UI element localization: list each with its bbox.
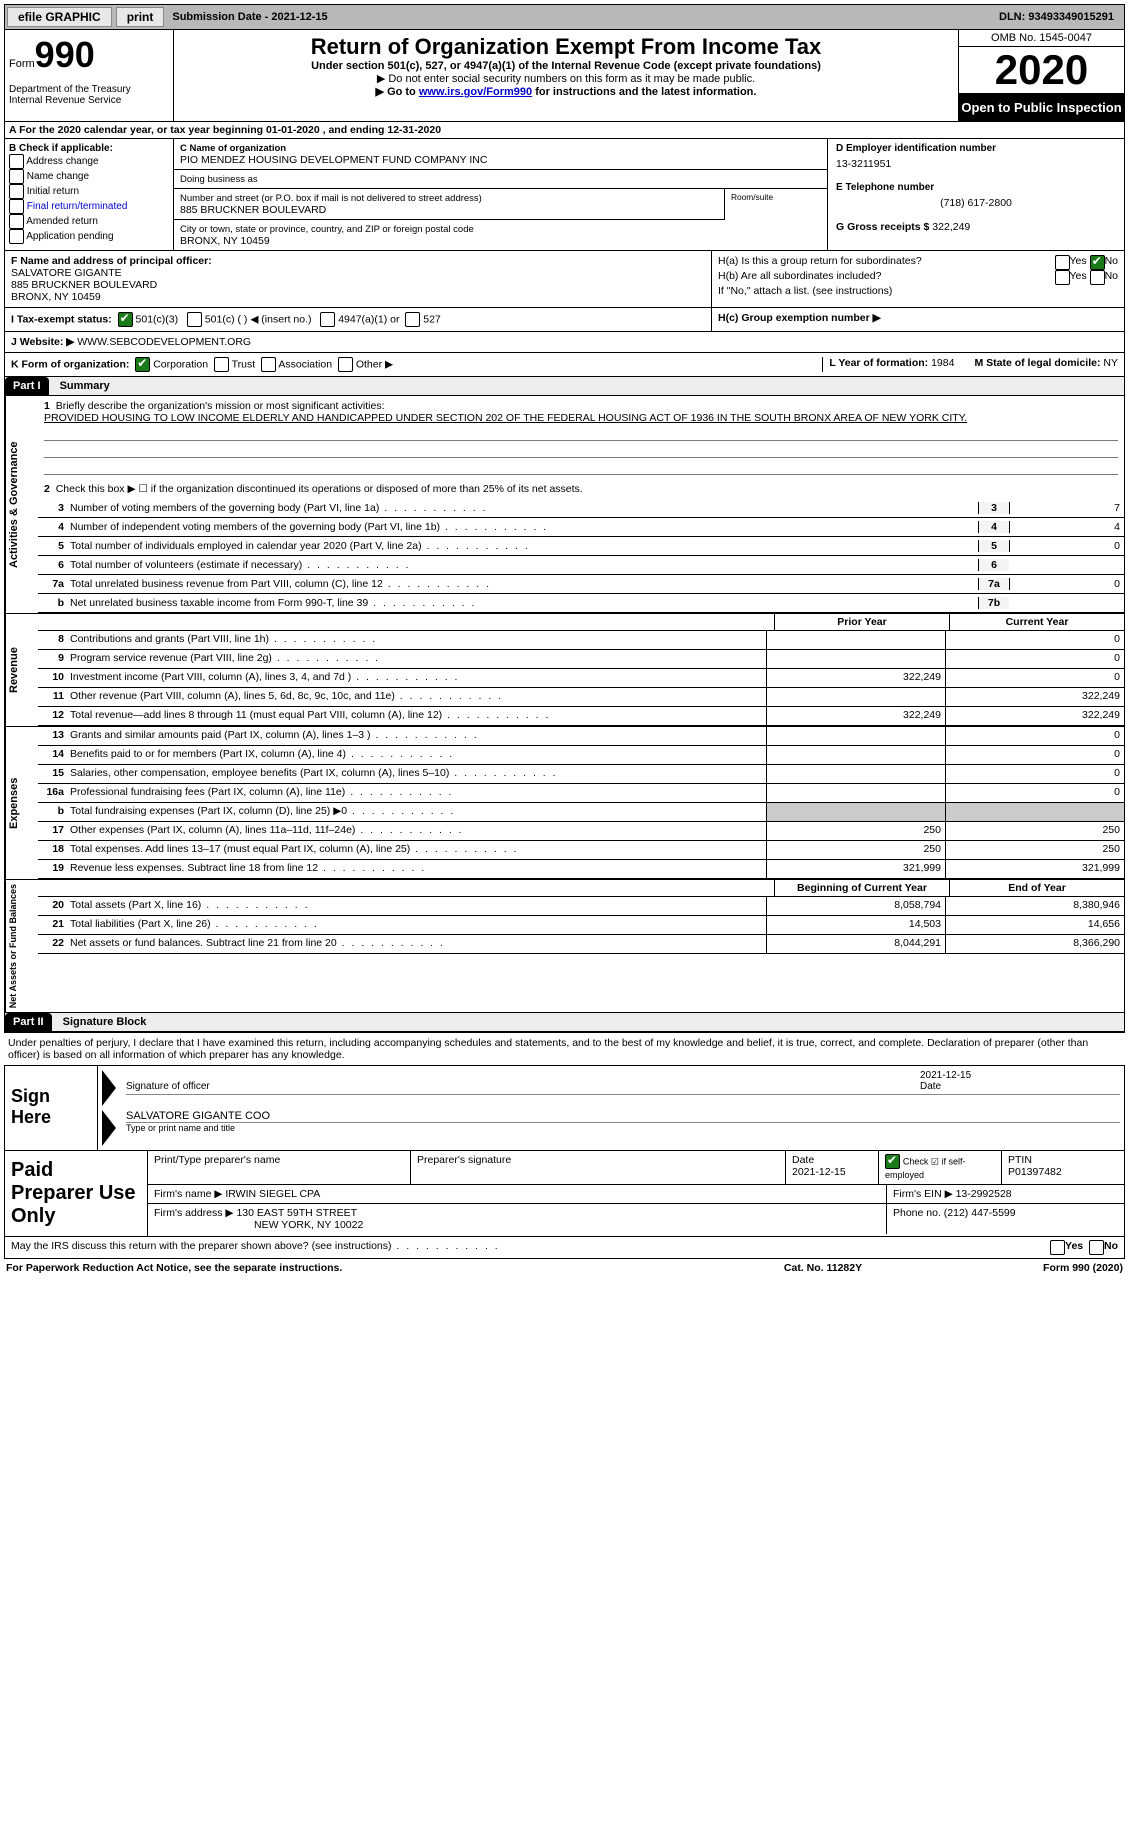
dln: DLN: 93493349015291	[999, 11, 1122, 23]
mission-text: PROVIDED HOUSING TO LOW INCOME ELDERLY A…	[44, 412, 967, 424]
summary-line: bNet unrelated business taxable income f…	[38, 594, 1124, 613]
self-employed-check[interactable]	[885, 1154, 900, 1169]
part2-header: Part II Signature Block	[4, 1013, 1125, 1032]
fin-line: 21Total liabilities (Part X, line 26)14,…	[38, 916, 1124, 935]
summary-line: 6Total number of volunteers (estimate if…	[38, 556, 1124, 575]
fin-line: 20Total assets (Part X, line 16)8,058,79…	[38, 897, 1124, 916]
501c3-check[interactable]	[118, 312, 133, 327]
section-c: C Name of organization PIO MENDEZ HOUSIN…	[174, 139, 827, 250]
section-k: K Form of organization: Corporation Trus…	[4, 353, 1125, 377]
fin-line: bTotal fundraising expenses (Part IX, co…	[38, 803, 1124, 822]
fin-line: 19Revenue less expenses. Subtract line 1…	[38, 860, 1124, 879]
page-footer: For Paperwork Reduction Act Notice, see …	[4, 1259, 1125, 1277]
fin-line: 15Salaries, other compensation, employee…	[38, 765, 1124, 784]
fin-line: 17Other expenses (Part IX, column (A), l…	[38, 822, 1124, 841]
firm-ein: 13-2992528	[956, 1188, 1012, 1200]
firm-name: IRWIN SIEGEL CPA	[225, 1188, 320, 1200]
side-governance: Activities & Governance	[5, 396, 38, 613]
section-b: B Check if applicable: Address change Na…	[5, 139, 174, 250]
form-title: Return of Organization Exempt From Incom…	[178, 34, 954, 60]
fin-line: 9Program service revenue (Part VIII, lin…	[38, 650, 1124, 669]
hb-yes[interactable]	[1055, 270, 1070, 285]
mission-block: 1 Briefly describe the organization's mi…	[38, 396, 1124, 479]
fin-line: 10Investment income (Part VIII, column (…	[38, 669, 1124, 688]
sig-intro: Under penalties of perjury, I declare th…	[4, 1032, 1125, 1065]
org-city: BRONX, NY 10459	[180, 235, 270, 247]
discuss-yes[interactable]	[1050, 1240, 1065, 1255]
section-h: H(a) Is this a group return for subordin…	[711, 251, 1124, 307]
side-revenue: Revenue	[5, 614, 38, 726]
omb-number: OMB No. 1545-0047	[959, 30, 1124, 47]
entity-block: B Check if applicable: Address change Na…	[4, 139, 1125, 251]
fin-line: 16aProfessional fundraising fees (Part I…	[38, 784, 1124, 803]
section-hc: H(c) Group exemption number ▶	[711, 308, 1124, 331]
tax-status-row: I Tax-exempt status: 501(c)(3) 501(c) ( …	[4, 308, 1125, 332]
officer-block: F Name and address of principal officer:…	[4, 251, 1125, 308]
sign-here-block: Sign Here Signature of officer 2021-12-1…	[4, 1065, 1125, 1151]
dept-label: Department of the Treasury Internal Reve…	[9, 84, 169, 106]
fin-line: 13Grants and similar amounts paid (Part …	[38, 727, 1124, 746]
submission-date: Submission Date - 2021-12-15	[168, 11, 331, 23]
summary-line: 5Total number of individuals employed in…	[38, 537, 1124, 556]
fin-line: 11Other revenue (Part VIII, column (A), …	[38, 688, 1124, 707]
org-street: 885 BRUCKNER BOULEVARD	[180, 204, 326, 216]
phone: (718) 617-2800	[836, 197, 1116, 209]
print-button[interactable]: print	[116, 7, 165, 27]
summary-line: 7aTotal unrelated business revenue from …	[38, 575, 1124, 594]
ha-no[interactable]	[1090, 255, 1105, 270]
fin-line: 8Contributions and grants (Part VIII, li…	[38, 631, 1124, 650]
fin-line: 12Total revenue—add lines 8 through 11 (…	[38, 707, 1124, 726]
section-d: D Employer identification number 13-3211…	[827, 139, 1124, 250]
ha-yes[interactable]	[1055, 255, 1070, 270]
fin-line: 18Total expenses. Add lines 13–17 (must …	[38, 841, 1124, 860]
firm-addr: 130 EAST 59TH STREET	[236, 1207, 357, 1219]
website: WWW.SEBCODEVELOPMENT.ORG	[77, 336, 251, 348]
rev-header: Prior Year Current Year	[38, 614, 1124, 631]
fin-line: 14Benefits paid to or for members (Part …	[38, 746, 1124, 765]
arrow-icon	[102, 1070, 116, 1106]
discuss-row: May the IRS discuss this return with the…	[4, 1237, 1125, 1259]
part1-header: Part I Summary	[4, 377, 1125, 396]
hb-no[interactable]	[1090, 270, 1105, 285]
side-netassets: Net Assets or Fund Balances	[5, 880, 38, 1012]
form-subtitle: Under section 501(c), 527, or 4947(a)(1)…	[178, 60, 954, 72]
tax-year: 2020	[959, 47, 1124, 94]
tax-period: A For the 2020 calendar year, or tax yea…	[4, 122, 1125, 139]
ptin: P01397482	[1008, 1166, 1062, 1178]
line2: 2 Check this box ▶ ☐ if the organization…	[38, 479, 1124, 499]
gross-receipts: G Gross receipts $ 322,249	[836, 221, 1116, 233]
form-header: Form990 Department of the Treasury Inter…	[4, 30, 1125, 122]
summary-line: 4Number of independent voting members of…	[38, 518, 1124, 537]
irs-link[interactable]: www.irs.gov/Form990	[419, 86, 532, 98]
firm-phone: (212) 447-5599	[944, 1207, 1016, 1219]
officer-name: SALVATORE GIGANTE COO	[126, 1110, 270, 1122]
note-ssn: ▶ Do not enter social security numbers o…	[178, 72, 954, 85]
fin-line: 22Net assets or fund balances. Subtract …	[38, 935, 1124, 954]
section-j: J Website: ▶ WWW.SEBCODEVELOPMENT.ORG	[4, 332, 1125, 353]
discuss-no[interactable]	[1089, 1240, 1104, 1255]
room-suite: Room/suite	[725, 189, 827, 220]
section-f: F Name and address of principal officer:…	[5, 251, 711, 307]
side-expenses: Expenses	[5, 727, 38, 879]
top-toolbar: efile GRAPHIC print Submission Date - 20…	[4, 4, 1125, 30]
arrow-icon	[102, 1110, 116, 1146]
note-link: ▶ Go to www.irs.gov/Form990 for instruct…	[178, 85, 954, 98]
org-name: PIO MENDEZ HOUSING DEVELOPMENT FUND COMP…	[180, 154, 487, 166]
net-header: Beginning of Current Year End of Year	[38, 880, 1124, 897]
ein: 13-3211951	[836, 158, 1116, 170]
summary-line: 3Number of voting members of the governi…	[38, 499, 1124, 518]
paid-preparer-block: Paid Preparer Use Only Print/Type prepar…	[4, 1151, 1125, 1237]
sig-officer-label: Signature of officer	[126, 1081, 914, 1092]
efile-label: efile GRAPHIC	[7, 7, 112, 27]
section-i: I Tax-exempt status: 501(c)(3) 501(c) ( …	[5, 308, 711, 331]
part1-body: Activities & Governance 1 Briefly descri…	[4, 396, 1125, 1013]
form-number: Form990	[9, 34, 169, 76]
open-public-label: Open to Public Inspection	[959, 94, 1124, 121]
